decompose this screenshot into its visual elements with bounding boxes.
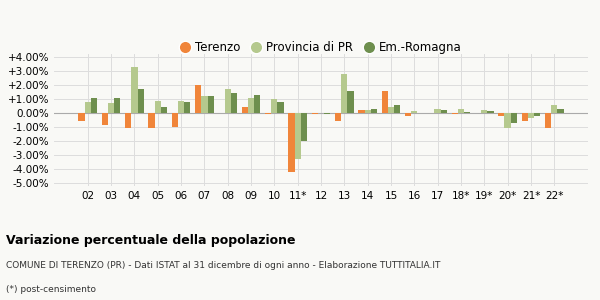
Bar xyxy=(521,113,528,121)
Bar xyxy=(172,113,178,127)
Bar xyxy=(114,98,121,113)
Bar xyxy=(108,103,114,113)
Bar xyxy=(125,113,131,128)
Text: Variazione percentuale della popolazione: Variazione percentuale della popolazione xyxy=(6,234,296,247)
Bar xyxy=(201,96,208,113)
Bar xyxy=(551,105,557,113)
Bar xyxy=(311,113,318,114)
Bar xyxy=(295,113,301,159)
Bar xyxy=(452,113,458,114)
Bar xyxy=(405,113,411,116)
Bar xyxy=(277,102,284,113)
Bar xyxy=(85,102,91,113)
Bar xyxy=(441,110,447,113)
Bar xyxy=(335,113,341,121)
Bar xyxy=(195,85,201,113)
Bar xyxy=(231,93,237,113)
Bar xyxy=(434,109,441,113)
Bar xyxy=(382,91,388,113)
Bar xyxy=(208,96,214,113)
Legend: Terenzo, Provincia di PR, Em.-Romagna: Terenzo, Provincia di PR, Em.-Romagna xyxy=(176,36,466,58)
Bar xyxy=(248,98,254,113)
Bar xyxy=(178,101,184,113)
Bar xyxy=(365,110,371,113)
Bar xyxy=(288,113,295,172)
Bar xyxy=(534,113,541,116)
Bar xyxy=(347,91,354,113)
Bar xyxy=(101,113,108,124)
Bar xyxy=(78,113,85,121)
Bar xyxy=(148,113,155,128)
Bar xyxy=(464,112,470,113)
Bar xyxy=(505,113,511,128)
Bar xyxy=(388,107,394,113)
Bar xyxy=(481,110,487,113)
Text: (*) post-censimento: (*) post-censimento xyxy=(6,285,96,294)
Bar xyxy=(411,111,418,113)
Bar xyxy=(557,110,564,113)
Bar xyxy=(224,89,231,113)
Bar xyxy=(155,101,161,113)
Bar xyxy=(341,74,347,113)
Bar xyxy=(458,109,464,113)
Bar xyxy=(254,95,260,113)
Bar xyxy=(271,99,277,113)
Bar xyxy=(242,107,248,113)
Bar xyxy=(91,98,97,113)
Bar xyxy=(131,67,137,113)
Bar xyxy=(184,102,190,113)
Bar xyxy=(301,113,307,141)
Bar xyxy=(487,111,494,113)
Bar xyxy=(528,113,534,118)
Bar xyxy=(137,89,144,113)
Bar xyxy=(511,113,517,123)
Text: COMUNE DI TERENZO (PR) - Dati ISTAT al 31 dicembre di ogni anno - Elaborazione T: COMUNE DI TERENZO (PR) - Dati ISTAT al 3… xyxy=(6,261,440,270)
Bar xyxy=(371,110,377,113)
Bar xyxy=(545,113,551,128)
Bar xyxy=(394,105,400,113)
Bar xyxy=(161,107,167,113)
Bar xyxy=(265,113,271,114)
Bar xyxy=(358,110,365,113)
Bar xyxy=(324,113,331,114)
Bar xyxy=(498,113,505,116)
